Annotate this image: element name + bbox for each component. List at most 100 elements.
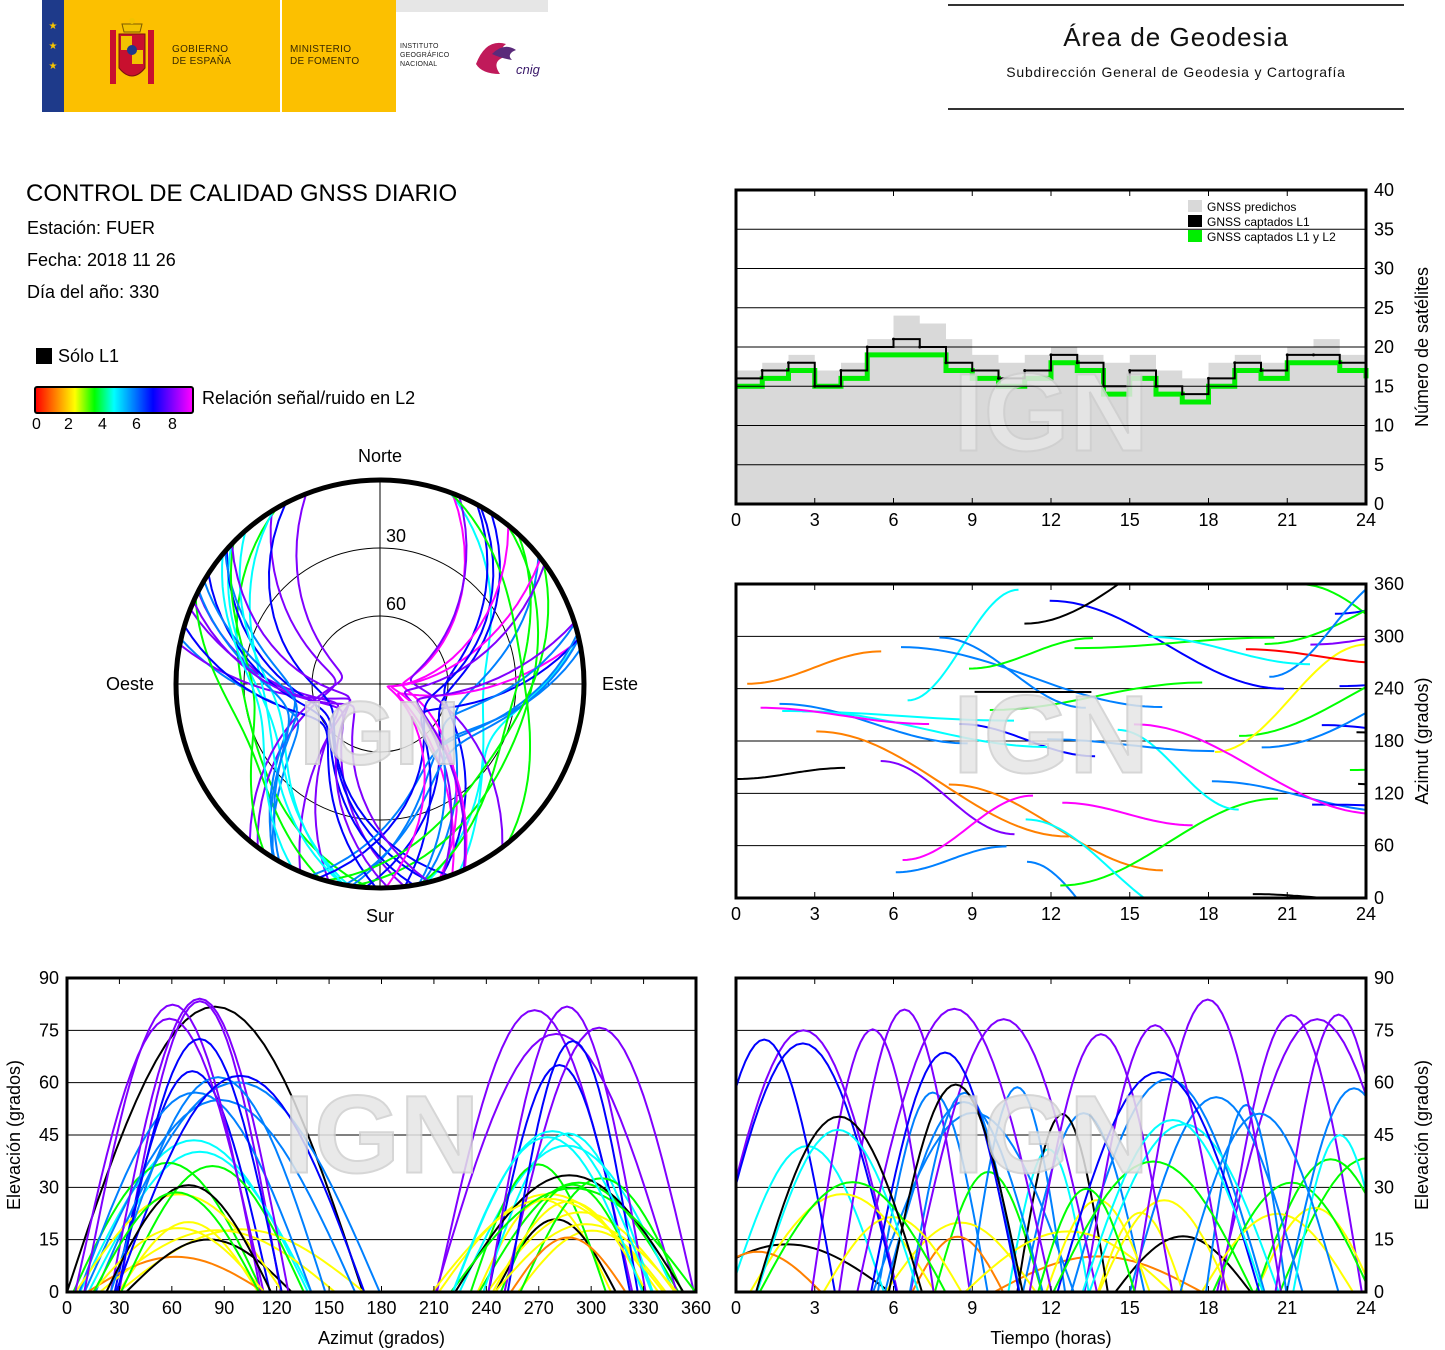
- coat-of-arms-icon: [110, 18, 154, 84]
- legend-swatch: [1188, 230, 1202, 242]
- satellite-azimuth-track: [959, 723, 1096, 758]
- satellite-elevation-track: [478, 1181, 680, 1292]
- satellite-elevation-time-track: [872, 1111, 1075, 1292]
- y-tick-label: 15: [1374, 376, 1394, 396]
- satellite-elevation-time-track: [1205, 1103, 1288, 1292]
- x-tick-label: 180: [366, 1298, 396, 1318]
- x-tick-label: 9: [967, 904, 977, 924]
- sky-horizon: [173, 477, 587, 891]
- satellite-azimuth-track: [1117, 728, 1239, 811]
- satellite-track: [325, 561, 550, 882]
- direction-south: Sur: [366, 906, 394, 926]
- x-tick-label: 3: [810, 510, 820, 530]
- y-tick-label: 25: [1374, 298, 1394, 318]
- azimuth-time-chart: 0 60 120 180 240 300 360 IGN 0 3 6 9 12 15 18 21 24 Azimu…: [731, 574, 1432, 924]
- x-tick-label: 24: [1356, 904, 1376, 924]
- l1-only-label: Sólo L1: [58, 346, 120, 366]
- gobierno-logo: GOBIERNO DE ESPAÑA: [64, 0, 280, 112]
- satellite-elevation-track: [116, 1037, 283, 1292]
- y-tick-label: 60: [1374, 1073, 1394, 1093]
- data-point: [1338, 361, 1342, 365]
- satellite-elevation-track: [105, 1184, 272, 1292]
- azimuth-time-frame: [734, 582, 1368, 900]
- satellite-azimuth-track: [747, 650, 882, 685]
- x-tick-label: 330: [629, 1298, 659, 1318]
- x-tick-label: 0: [62, 1298, 72, 1318]
- satellite-elevation-track: [487, 1005, 647, 1292]
- snr-legend: Relación señal/ruido en L2 0 2 4 6 8: [32, 384, 492, 444]
- x-tick-label: 12: [1041, 904, 1061, 924]
- satellite-track: [439, 504, 489, 880]
- data-point: [970, 369, 974, 373]
- gobierno-line1: GOBIERNO: [172, 44, 229, 55]
- x-tick-label: 150: [314, 1298, 344, 1318]
- satellite-azimuth-track: [1321, 724, 1366, 730]
- ign-watermark: IGN: [300, 684, 460, 784]
- satellite-elevation-track: [109, 997, 290, 1292]
- sky-tracks: [179, 491, 582, 888]
- satellite-track: [230, 543, 389, 888]
- satellite-track: [229, 541, 266, 853]
- data-point: [1128, 369, 1132, 373]
- satellite-track: [267, 502, 450, 877]
- y-axis-label: Número de satélites: [1412, 267, 1432, 427]
- y-axis-label: Elevación (grados): [1412, 1060, 1432, 1210]
- legend-label: GNSS captados L1 y L2: [1207, 230, 1336, 244]
- header-logos: ★ ★ ★ GOBIERNO DE ESPAÑA MINISTERIO DE F…: [42, 0, 548, 112]
- ministerio-logo: MINISTERIO DE FOMENTO: [282, 0, 396, 112]
- data-point: [1312, 353, 1315, 357]
- satellite-elevation-time-track: [1133, 998, 1282, 1292]
- ign-watermark: IGN: [284, 1074, 480, 1197]
- x-tick-label: 18: [1198, 904, 1218, 924]
- satellite-azimuth-track: [1298, 584, 1366, 616]
- direction-north: Norte: [358, 446, 402, 466]
- satellite-track: [416, 621, 576, 871]
- x-tick-label: 6: [888, 1298, 898, 1318]
- satellite-azimuth-track: [816, 730, 1069, 838]
- satellite-elevation-time-track: [822, 1216, 963, 1292]
- x-tick-label: 60: [162, 1298, 182, 1318]
- satellite-track: [397, 639, 580, 875]
- x-tick-label: 0: [731, 510, 741, 530]
- snr-tick: 4: [98, 416, 107, 433]
- day-of-year-label: Día del año: 330: [27, 282, 160, 302]
- x-tick-label: 15: [1120, 510, 1140, 530]
- x-tick-label: 0: [731, 1298, 741, 1318]
- satellite-elevation-track: [506, 1039, 639, 1292]
- x-tick-label: 21: [1277, 904, 1297, 924]
- satellite-azimuth-track: [1245, 648, 1366, 664]
- satellite-elevation-time-track: [1081, 1118, 1264, 1292]
- satellite-elevation-time-track: [1128, 1096, 1304, 1292]
- y-tick-label: 60: [1374, 836, 1394, 856]
- satellite-azimuth-track: [968, 637, 1093, 670]
- x-tick-label: 9: [967, 1298, 977, 1318]
- x-tick-label: 24: [1356, 1298, 1376, 1318]
- legend-swatch: [1188, 200, 1202, 212]
- y-tick-label: 10: [1374, 416, 1394, 436]
- data-point: [1233, 361, 1237, 365]
- x-tick-label: 12: [1041, 510, 1061, 530]
- satellite-azimuth-track: [779, 702, 968, 745]
- cnig-logo-text: cnig: [516, 62, 541, 77]
- elevation-time-chart: 0 15 30 45 60 75 90 IGN 0 3 6 9 12 15 18 21 24 Tiempo (ho…: [731, 968, 1432, 1348]
- satellite-azimuth-track: [760, 706, 930, 725]
- series-l1-line: [736, 338, 1367, 396]
- satellite-elevation-time-track: [1285, 1087, 1366, 1292]
- x-tick-label: 15: [1120, 904, 1140, 924]
- satellite-track: [449, 491, 531, 844]
- y-tick-label: 75: [39, 1020, 59, 1040]
- satellite-elevation-time-track: [810, 1028, 935, 1292]
- y-tick-label: 75: [1374, 1020, 1394, 1040]
- y-tick-label: 30: [1374, 1177, 1394, 1197]
- data-point: [1049, 353, 1053, 357]
- data-point: [997, 376, 1000, 380]
- satellite-track: [197, 590, 290, 862]
- satellite-track: [203, 580, 298, 858]
- y-tick-label: 0: [1374, 494, 1384, 514]
- ministerio-line1: MINISTERIO: [290, 44, 352, 55]
- satellite-elevation-time-track: [1216, 1018, 1366, 1292]
- satellite-track: [256, 510, 337, 848]
- satellite-track: [409, 495, 504, 848]
- ign-band: [396, 0, 548, 12]
- satellite-azimuth-track: [907, 588, 1019, 702]
